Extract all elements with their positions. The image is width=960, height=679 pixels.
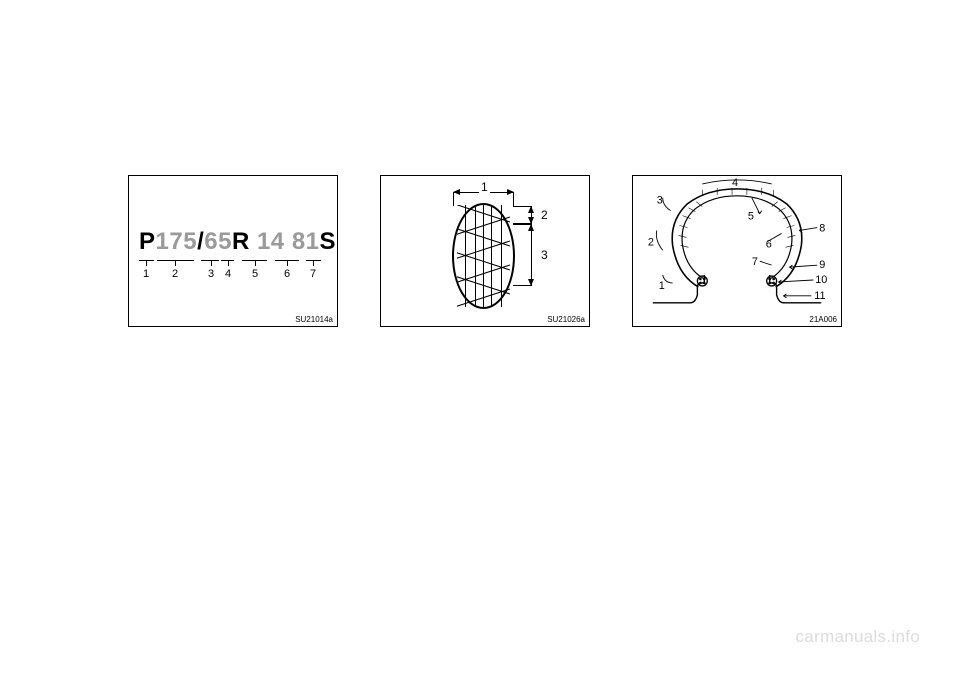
callout-7: 7 [310,268,316,280]
tire-cross-section-panel: 4 3 2 1 5 6 7 8 9 [632,175,842,327]
seg-81: 81 [292,228,320,255]
callout-5: 5 [252,268,258,280]
callout-5: 5 [748,211,754,223]
callout-1: 1 [659,280,665,292]
dimension-diameter-label: 3 [539,248,550,262]
seg-14: 14 [257,228,285,255]
dimension-diameter-line [531,224,532,286]
seg-R: R [232,228,250,255]
seg-65: 65 [204,228,232,255]
watermark: carmanuals.info [795,627,920,647]
figure-code: SU21026a [547,315,585,324]
callout-6: 6 [766,238,772,250]
callout-1: 1 [143,268,149,280]
callout-2: 2 [172,268,178,280]
tire-size-designation-panel: P175/65R 14 81S 1 2 34 5 6 7 SU21014a [128,175,338,327]
callout-10: 10 [815,274,827,286]
callout-3: 3 [657,195,663,207]
callout-6: 6 [284,268,290,280]
tire-front-view-panel: 1 2 3 [380,175,590,327]
seg-sp2 [285,228,292,255]
seg-sp1 [250,228,257,255]
seg-175: 175 [156,228,198,255]
callout-4: 4 [732,177,738,189]
dimension-width-label: 1 [479,180,490,194]
callout-7: 7 [752,256,758,268]
cross-section-svg: 4 3 2 1 5 6 7 8 9 [633,176,841,327]
dimension-section-label: 2 [539,208,550,222]
callout-9: 9 [819,259,825,271]
callout-ticks: 1 2 34 5 6 7 [139,260,329,282]
callout-11: 11 [814,290,825,302]
callout-4: 4 [225,268,231,280]
tire-size-string: P175/65R 14 81S [139,228,336,256]
figure-code: 21A006 [809,315,837,324]
callout-3: 3 [208,268,214,280]
seg-P: P [139,228,156,255]
dimension-section-line [531,206,532,224]
figure-code: SU21014a [295,315,333,324]
seg-S: S [320,228,337,255]
tire-tread [457,205,510,307]
callout-8: 8 [819,222,825,234]
callout-2: 2 [648,236,654,248]
